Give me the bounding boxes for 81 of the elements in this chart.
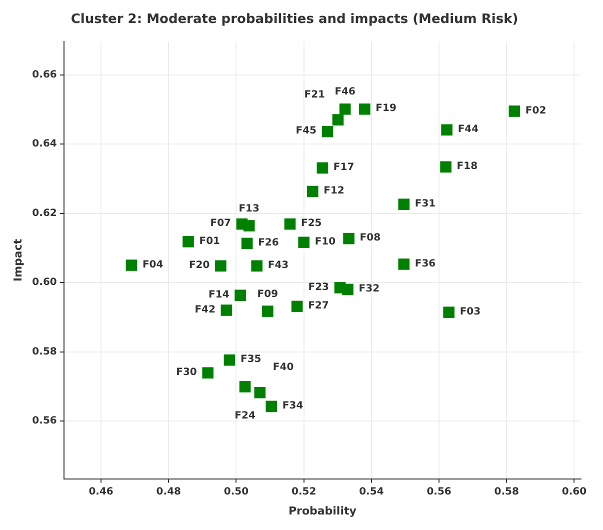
point (508, 106, 520, 117)
y-tick-label: 0.60 (32, 277, 57, 288)
y-tick-label: 0.66 (32, 69, 57, 80)
annotation: F25 (300, 218, 322, 230)
point (322, 126, 334, 138)
point (291, 300, 303, 312)
x-tick-label: 0.48 (156, 486, 182, 498)
point (254, 386, 266, 398)
x-tick-label: 0.50 (224, 486, 249, 498)
annotation: F12 (324, 186, 344, 197)
annotation: F14 (208, 289, 230, 300)
annotation: F20 (188, 260, 210, 272)
y-tick-label: 0.58 (32, 346, 57, 358)
annotation: F32 (358, 284, 380, 295)
x-tick-label: 0.60 (562, 486, 587, 498)
y-tick-label: 0.56 (32, 416, 57, 427)
point (241, 238, 253, 250)
annotation: F34 (282, 400, 304, 412)
annotation: F46 (334, 86, 356, 98)
annotation: F02 (525, 105, 546, 116)
point (202, 367, 214, 379)
point (239, 381, 251, 392)
point (343, 232, 354, 244)
x-tick-label: 0.46 (88, 486, 114, 498)
x-axis-title: Probability (288, 504, 356, 518)
x-tick-label: 0.54 (359, 486, 384, 498)
annotation: F13 (238, 203, 260, 214)
point (398, 198, 410, 210)
annotation: F18 (456, 161, 478, 172)
annotation: F36 (414, 258, 436, 270)
y-tick-label: 0.64 (32, 138, 57, 150)
y-tick-label: 0.62 (32, 208, 57, 219)
point (220, 304, 232, 316)
point (266, 400, 278, 412)
y-axis-title: Impact (11, 238, 24, 282)
point (298, 236, 310, 248)
point (262, 306, 274, 317)
annotation: F17 (333, 162, 354, 174)
x-tick-label: 0.58 (494, 486, 520, 498)
point (359, 103, 370, 115)
annotation: F04 (142, 259, 164, 270)
annotation: F07 (210, 218, 232, 230)
point (316, 162, 328, 174)
annotation: F30 (176, 366, 197, 378)
annotation: F35 (240, 354, 262, 366)
annotation: F01 (199, 236, 220, 247)
point (126, 260, 138, 271)
point (224, 354, 236, 366)
annotation: F24 (234, 410, 256, 422)
annotation: F03 (460, 306, 481, 318)
point (234, 290, 246, 301)
annotation: F31 (414, 198, 436, 210)
point (251, 260, 263, 272)
point (243, 220, 255, 232)
annotation: F21 (304, 89, 326, 100)
annotation: F08 (360, 232, 381, 244)
annotation: F43 (268, 260, 289, 272)
point (339, 103, 351, 115)
point (215, 260, 226, 272)
annotation: F27 (308, 300, 329, 312)
annotation: F45 (296, 126, 317, 137)
point (443, 306, 454, 318)
annotation: F09 (257, 288, 278, 300)
x-tick-label: 0.52 (292, 486, 316, 498)
annotation: F19 (376, 103, 396, 114)
annotation: F44 (458, 124, 479, 135)
x-tick-label: 0.56 (426, 486, 452, 498)
point (182, 236, 194, 248)
point (332, 114, 344, 126)
annotation: F40 (272, 362, 294, 374)
point (398, 258, 410, 270)
point (342, 284, 354, 296)
point (440, 161, 452, 173)
point (284, 218, 296, 230)
annotation: F10 (314, 236, 336, 248)
chart-title: Cluster 2: Moderate probabilities and impacts (Medium Risk) (70, 12, 518, 28)
annotation: F42 (194, 304, 216, 316)
point (306, 186, 318, 198)
annotation: F23 (308, 282, 330, 293)
point (441, 124, 452, 136)
annotation: F26 (258, 238, 279, 249)
